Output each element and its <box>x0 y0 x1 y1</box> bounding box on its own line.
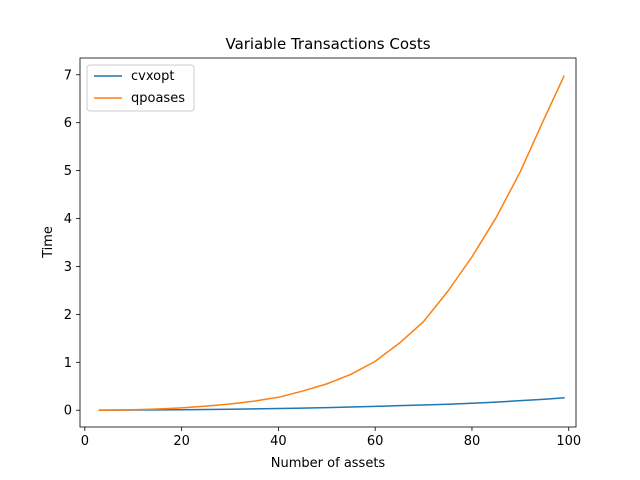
y-axis-ticks: 0 1 2 3 4 5 6 7 <box>64 68 80 419</box>
y-tick-label: 6 <box>64 116 72 131</box>
legend: cvxopt qpoases <box>86 64 195 112</box>
y-tick-label: 5 <box>64 164 72 179</box>
chart-title: Variable Transactions Costs <box>225 35 430 53</box>
x-axis-label: Number of assets <box>271 456 386 471</box>
x-tick-label: 60 <box>367 434 384 449</box>
y-tick-label: 2 <box>64 308 72 323</box>
x-tick-label: 20 <box>173 434 190 449</box>
x-tick-label: 0 <box>81 434 89 449</box>
plot-frame <box>79 57 577 428</box>
x-tick-label: 100 <box>556 434 581 449</box>
series-line-qpoases <box>98 75 565 411</box>
legend-label-qpoases: qpoases <box>131 91 185 106</box>
x-tick-label: 40 <box>270 434 287 449</box>
axes-frame <box>79 57 577 428</box>
x-tick-label: 80 <box>464 434 481 449</box>
y-tick-label: 4 <box>64 212 72 227</box>
y-tick-label: 3 <box>64 260 72 275</box>
series-layer <box>98 75 565 411</box>
y-tick-label: 0 <box>64 404 72 419</box>
x-axis-ticks: 0 20 40 60 80 100 <box>81 427 581 449</box>
legend-label-cvxopt: cvxopt <box>131 69 174 84</box>
plot-area <box>80 58 576 427</box>
y-axis-label: Time <box>41 226 56 259</box>
y-tick-label: 7 <box>64 68 72 83</box>
y-tick-label: 1 <box>64 356 72 371</box>
series-line-cvxopt <box>98 396 565 411</box>
